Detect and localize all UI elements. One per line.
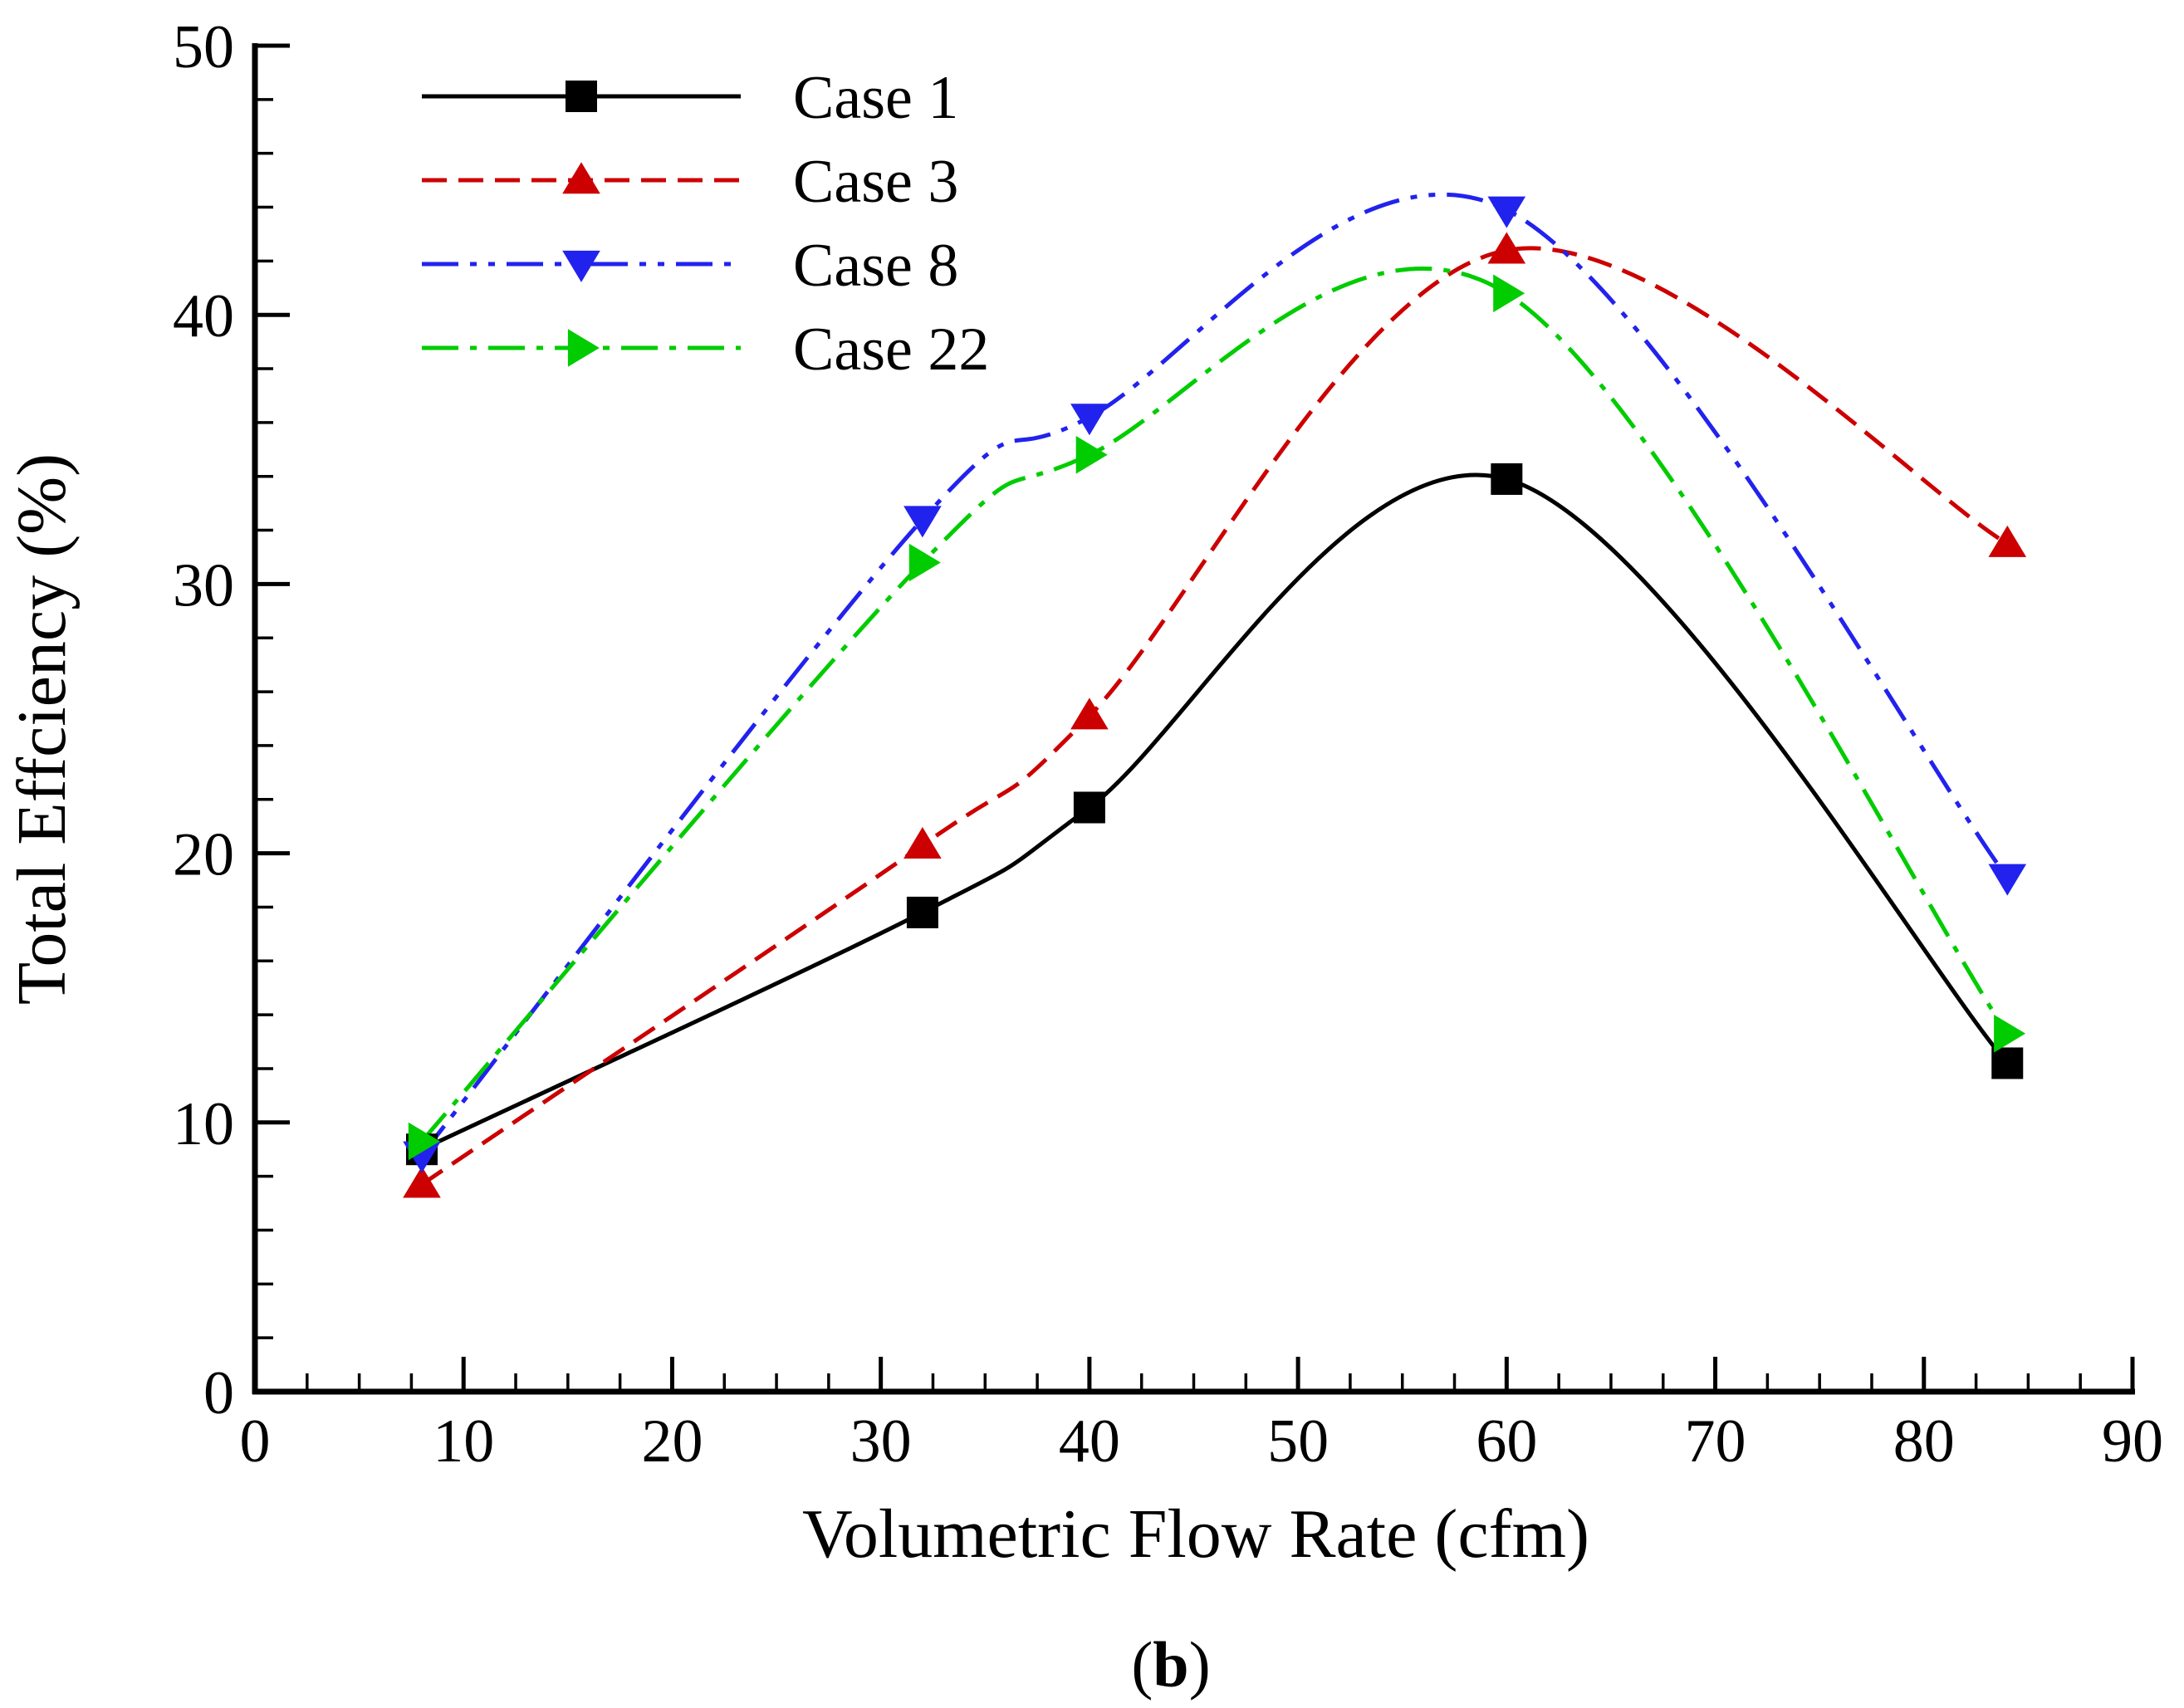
- x-tick-label: 80: [1893, 1407, 1955, 1476]
- legend-marker-case-8: [562, 250, 600, 282]
- caption-letter: b: [1153, 1628, 1188, 1701]
- legend: Case 1 Case 3 Case 8 Case 22: [422, 64, 989, 384]
- series-line-case-3: [420, 246, 2009, 1187]
- point-case-8-2: [1070, 404, 1109, 436]
- x-tick-label: 0: [240, 1407, 271, 1476]
- legend-marker-case-1: [566, 81, 597, 112]
- x-tick-label: 90: [2102, 1407, 2163, 1476]
- y-axis-title: Total Effciency (%): [3, 453, 81, 1005]
- point-case-22-0: [408, 1122, 440, 1161]
- point-case-1-4: [1991, 1047, 2024, 1079]
- x-tick-label: 40: [1059, 1407, 1120, 1476]
- legend-item-case-3: Case 3: [422, 148, 958, 216]
- series-line-case-22: [420, 267, 2010, 1143]
- x-tick-label: 50: [1267, 1407, 1329, 1476]
- legend-label-case-22: Case 22: [793, 316, 989, 384]
- y-tick-label: 50: [173, 13, 234, 81]
- legend-label-case-3: Case 3: [793, 148, 958, 216]
- legend-label-case-8: Case 8: [793, 232, 958, 300]
- axes: [252, 43, 2135, 1395]
- point-case-3-0: [403, 1166, 441, 1198]
- point-case-22-2: [1075, 436, 1108, 474]
- point-case-3-1: [903, 827, 942, 859]
- legend-marker-case-22: [567, 329, 600, 367]
- point-case-22-3: [1493, 274, 1525, 313]
- x-tick-labels: 0 10 20 30 40 50 60 70 80 90: [240, 1407, 2164, 1476]
- x-axis-title: Volumetric Flow Rate (cfm): [802, 1495, 1589, 1573]
- x-tick-label: 30: [850, 1407, 912, 1476]
- series-curves: [420, 192, 2010, 1187]
- caption-open-paren: (: [1131, 1628, 1153, 1701]
- figure-caption: (b): [1131, 1628, 1210, 1701]
- point-case-1-3: [1491, 462, 1523, 495]
- y-tick-label: 20: [173, 821, 234, 889]
- series-line-case-1: [420, 472, 2010, 1152]
- y-tick-label: 30: [173, 551, 234, 619]
- series-markers: [403, 196, 2027, 1198]
- legend-item-case-22: Case 22: [422, 316, 989, 384]
- y-tick-label: 0: [203, 1359, 234, 1427]
- series-line-case-8: [420, 192, 2010, 1157]
- point-case-3-3: [1487, 232, 1526, 264]
- point-case-1-2: [1073, 791, 1105, 824]
- point-case-1-1: [906, 896, 938, 928]
- legend-item-case-8: Case 8: [422, 232, 958, 300]
- point-case-8-4: [1988, 864, 2027, 896]
- x-tick-label: 20: [641, 1407, 703, 1476]
- legend-marker-case-3: [562, 162, 600, 194]
- point-case-22-4: [1994, 1015, 2026, 1053]
- legend-label-case-1: Case 1: [793, 64, 958, 132]
- caption-close-paren: ): [1189, 1628, 1211, 1701]
- y-tick-label: 10: [173, 1090, 234, 1158]
- point-case-3-2: [1070, 697, 1109, 730]
- y-tick-labels: 0 10 20 30 40 50: [173, 13, 234, 1427]
- y-tick-label: 40: [173, 282, 234, 350]
- point-case-8-1: [903, 506, 942, 538]
- legend-item-case-1: Case 1: [422, 64, 958, 132]
- point-case-22-1: [908, 543, 941, 582]
- point-case-3-4: [1988, 525, 2027, 557]
- point-case-8-3: [1487, 196, 1526, 228]
- x-tick-label: 10: [433, 1407, 494, 1476]
- x-tick-label: 70: [1685, 1407, 1746, 1476]
- x-tick-label: 60: [1476, 1407, 1537, 1476]
